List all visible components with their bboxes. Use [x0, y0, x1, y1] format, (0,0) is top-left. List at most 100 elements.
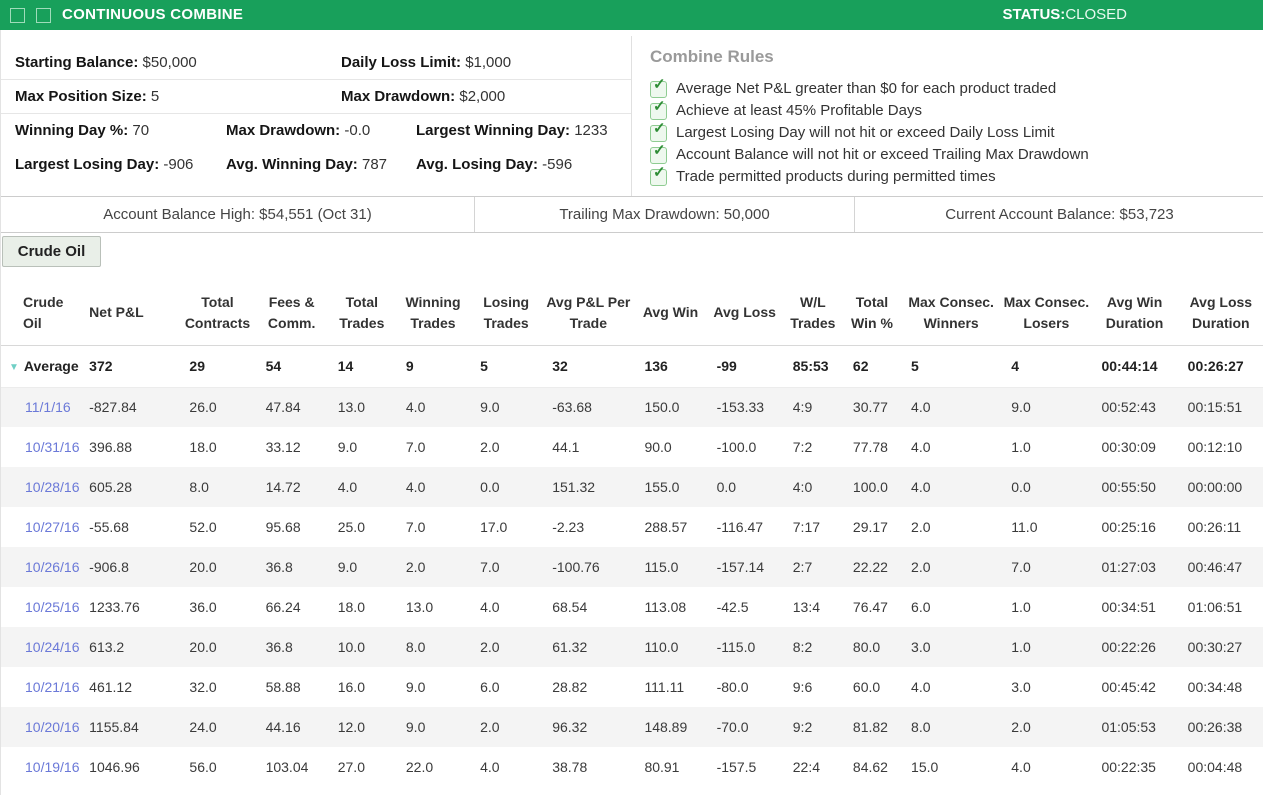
window-square-icon-2[interactable]	[36, 8, 51, 23]
data-cell: -100.76	[552, 559, 600, 575]
data-cell: -2.23	[552, 519, 585, 535]
stat-label: Daily Loss Limit:	[341, 54, 462, 71]
data-cell: 10.0	[337, 639, 365, 655]
date-link[interactable]: 10/25/16	[25, 599, 80, 615]
data-cell: 4.0	[480, 599, 500, 615]
date-cell: 10/21/16	[1, 667, 79, 707]
data-cell: 29.17	[852, 519, 888, 535]
data-cell: -116.47	[716, 519, 764, 535]
rule-item: ✓ Account Balance will not hit or exceed …	[650, 143, 1263, 166]
date-link[interactable]: 10/26/16	[25, 559, 80, 575]
stat-max-drawdown-current: Max Drawdown: -0.0	[226, 114, 416, 148]
data-cell: 00:34:51	[1101, 599, 1156, 615]
data-cell: 1.0	[1011, 439, 1031, 455]
column-header: Fees & Comm.	[255, 281, 328, 346]
data-cell: 22.0	[405, 759, 434, 775]
data-cell: 96.32	[552, 719, 588, 735]
average-cell: 5	[901, 345, 1002, 388]
data-cell: 4:9	[792, 399, 813, 416]
data-cell: 44.16	[265, 719, 301, 735]
column-header: Avg Win	[634, 281, 707, 346]
data-cell: 00:12:10	[1187, 439, 1243, 455]
checkmark-icon: ✓	[650, 99, 667, 120]
data-cell: -115.0	[716, 639, 756, 655]
data-cell: 155.0	[644, 479, 680, 495]
average-cell: 136	[634, 345, 707, 388]
column-header: Avg P&L Per Trade	[542, 281, 635, 346]
checkmark-icon: ✓	[650, 165, 667, 186]
combine-stats-panel: Starting Balance: $50,000 Daily Loss Lim…	[1, 30, 631, 182]
data-cell: 26.0	[189, 399, 217, 416]
date-link[interactable]: 10/21/16	[25, 679, 80, 695]
data-cell: 81.82	[852, 719, 888, 735]
data-cell: 00:46:47	[1187, 559, 1243, 575]
data-cell: 00:15:51	[1187, 399, 1243, 416]
data-cell: 95.68	[265, 519, 301, 535]
data-cell: 22:4	[792, 759, 821, 775]
average-row: ▼ Average 372 29 54 14 9 5 32 136 -99 85:53 62 5 4 00:4…	[1, 345, 1263, 388]
data-cell: 9.0	[405, 679, 426, 695]
table-row: 10/31/16 396.88 18.0 33.12 9.0 7.0 2.0 44.1 90.0…	[1, 427, 1263, 467]
data-cell: 115.0	[644, 559, 679, 575]
data-cell: 90.0	[644, 439, 672, 455]
date-cell: 10/24/16	[1, 627, 79, 667]
status-label: STATUS:	[1002, 6, 1066, 23]
data-cell: 9.0	[1011, 399, 1031, 416]
date-cell: 10/31/16	[1, 427, 79, 467]
data-cell: 00:22:35	[1101, 759, 1156, 775]
average-cell: 85:53	[782, 345, 843, 388]
table-row: 10/21/16 461.12 32.0 58.88 16.0 9.0 6.0 28.82 11…	[1, 667, 1263, 707]
table-row: 10/28/16 605.28 8.0 14.72 4.0 4.0 0.0 151.32 155…	[1, 467, 1263, 507]
current-account-balance: Current Account Balance: $53,723	[854, 197, 1263, 232]
data-cell: 9.0	[337, 559, 358, 575]
date-link[interactable]: 10/28/16	[25, 479, 80, 495]
tab-crude-oil[interactable]: Crude Oil	[2, 236, 101, 267]
data-cell: 25.0	[337, 519, 365, 535]
average-cell: 54	[255, 345, 328, 388]
data-cell: 60.0	[852, 679, 881, 695]
data-cell: 24.0	[189, 719, 217, 735]
date-link[interactable]: 10/24/16	[25, 639, 80, 655]
data-cell: 111.11	[644, 679, 685, 695]
data-cell: 36.0	[189, 599, 217, 615]
data-cell: 36.8	[265, 559, 293, 575]
stat-value: $1,000	[465, 54, 512, 71]
data-cell: 38.78	[552, 759, 588, 775]
date-link[interactable]: 10/27/16	[25, 519, 80, 535]
date-link[interactable]: 10/19/16	[25, 759, 80, 775]
data-cell: 100.0	[852, 479, 888, 495]
column-header: Total Contracts	[179, 281, 256, 346]
stat-largest-losing-day: Largest Losing Day: -906	[15, 148, 226, 182]
data-cell: 7.0	[405, 519, 426, 535]
date-link[interactable]: 11/1/16	[25, 399, 71, 416]
data-cell: -63.68	[552, 399, 592, 416]
data-cell: 7.0	[1011, 559, 1031, 575]
column-header: Total Trades	[327, 281, 396, 346]
account-balance-high: Account Balance High: $54,551 (Oct 31)	[103, 206, 372, 223]
data-cell: 56.0	[189, 759, 217, 775]
data-cell: 00:26:38	[1187, 719, 1243, 735]
data-cell: 4.0	[1011, 759, 1031, 775]
data-cell: 461.12	[89, 679, 132, 695]
data-cell: 32.0	[189, 679, 217, 695]
stat-label: Largest Winning Day:	[416, 122, 571, 139]
balance-summary-bar: Account Balance High: $54,551 (Oct 31) T…	[1, 196, 1263, 233]
table-row: 10/26/16 -906.8 20.0 36.8 9.0 2.0 7.0 -100.76 11…	[1, 547, 1263, 587]
data-cell: 00:04:48	[1187, 759, 1243, 775]
data-cell: 66.24	[265, 599, 301, 615]
date-link[interactable]: 10/31/16	[25, 439, 80, 455]
title-bar: CONTINUOUS COMBINE STATUS:CLOSED	[0, 0, 1263, 30]
data-cell: 00:34:48	[1187, 679, 1243, 695]
data-cell: 8.0	[189, 479, 209, 495]
stat-avg-winning-day: Avg. Winning Day: 787	[226, 148, 416, 182]
data-cell: 4.0	[337, 479, 358, 495]
stat-label: Avg. Winning Day:	[226, 156, 358, 173]
collapse-triangle-icon[interactable]: ▼	[9, 362, 19, 373]
data-cell: 9:6	[792, 679, 813, 695]
table-row: 10/24/16 613.2 20.0 36.8 10.0 8.0 2.0 61.32 110.…	[1, 627, 1263, 667]
column-header: Net P&L	[79, 281, 180, 346]
date-link[interactable]: 10/20/16	[25, 719, 80, 735]
rule-text: Achieve at least 45% Profitable Days	[676, 102, 922, 119]
window-square-icon-1[interactable]	[10, 8, 25, 23]
data-cell: 2.0	[405, 559, 426, 575]
